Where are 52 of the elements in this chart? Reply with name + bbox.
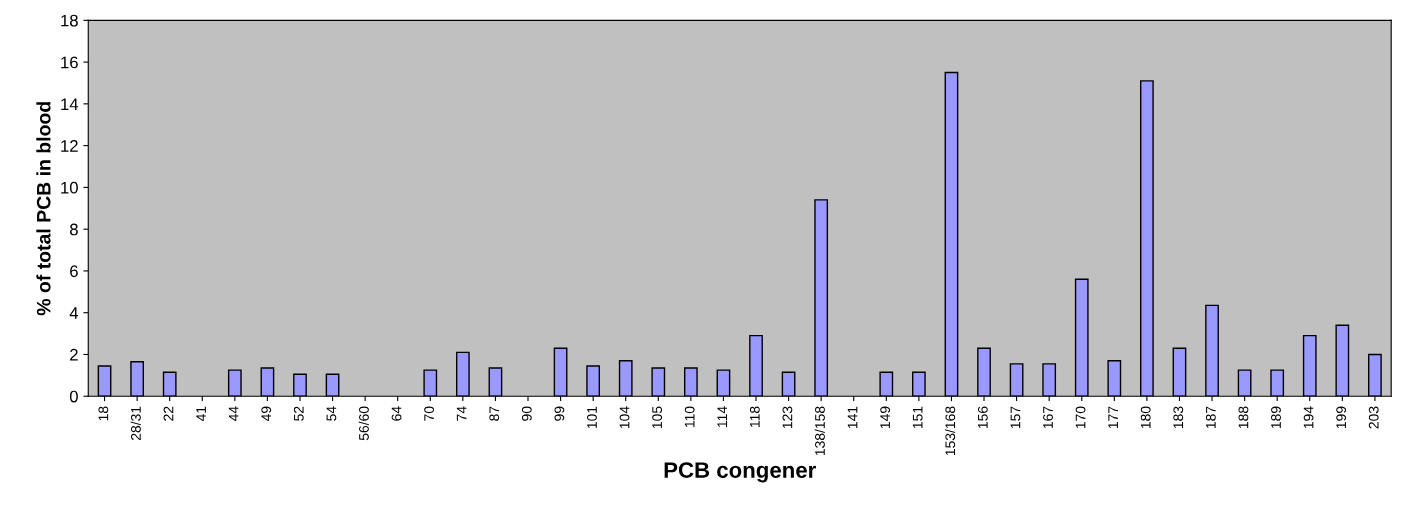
y-tick-label: 6 — [70, 265, 78, 278]
x-tick-label: 28/31 — [130, 406, 141, 441]
x-tick-label: 183 — [1173, 406, 1184, 429]
x-tick-label: 153/168 — [944, 406, 956, 456]
x-tick-label: 203 — [1368, 406, 1379, 429]
x-tick-label: 189 — [1271, 406, 1281, 429]
x-tick-label: 101 — [587, 406, 597, 429]
x-tick-label: 187 — [1205, 406, 1216, 429]
y-tick-label: 8 — [70, 223, 78, 236]
x-tick-label: 138/158 — [814, 406, 825, 456]
y-tick-label: 0 — [69, 390, 78, 403]
x-tick-label: 105 — [652, 406, 663, 429]
x-tick-label: 41 — [196, 406, 206, 422]
x-tick-label: 87 — [489, 406, 500, 421]
x-tick-label: 180 — [1140, 406, 1151, 429]
x-tick-label: 110 — [684, 406, 695, 428]
x-tick-label: 123 — [782, 406, 793, 429]
y-tick-label: 18 — [61, 14, 78, 27]
x-tick-label: 151 — [912, 406, 923, 429]
x-tick-label: 156 — [977, 406, 988, 429]
y-tick-label: 10 — [61, 181, 78, 194]
x-tick-label: 18 — [98, 406, 109, 421]
x-tick-label: 54 — [326, 406, 337, 421]
y-axis-title: % of total PCB in blood — [36, 102, 51, 316]
x-tick-label: 70 — [424, 406, 435, 421]
x-tick-label: 141 — [847, 406, 858, 429]
x-tick-label: 52 — [293, 406, 304, 421]
y-tick-label: 16 — [61, 56, 78, 69]
x-axis-title: PCB congener — [664, 462, 816, 483]
x-tick-label: 167 — [1043, 406, 1053, 429]
x-tick-label: 194 — [1303, 406, 1314, 429]
x-tick-label: 114 — [717, 406, 728, 428]
x-tick-label: 118 — [749, 406, 760, 428]
x-tick-label: 199 — [1336, 406, 1347, 429]
y-tick-label: 4 — [69, 307, 79, 319]
x-tick-label: 157 — [1010, 406, 1021, 429]
x-tick-label: 22 — [163, 406, 174, 421]
x-tick-label: 188 — [1238, 406, 1249, 429]
x-tick-label: 90 — [521, 406, 532, 421]
x-tick-label: 99 — [554, 406, 565, 421]
x-tick-label: 49 — [261, 406, 272, 422]
x-tick-label: 74 — [456, 406, 467, 421]
x-tick-label: 64 — [391, 406, 402, 421]
x-tick-label: 170 — [1075, 406, 1086, 429]
y-tick-label: 12 — [61, 140, 78, 152]
x-tick-label: 149 — [880, 406, 891, 429]
y-tick-label: 2 — [70, 348, 78, 361]
x-tick-label: 56/60 — [358, 406, 369, 441]
y-tick-label: 14 — [61, 98, 79, 110]
x-tick-label: 44 — [228, 406, 239, 422]
x-tick-label: 177 — [1108, 406, 1118, 429]
x-tick-label: 104 — [619, 406, 630, 429]
